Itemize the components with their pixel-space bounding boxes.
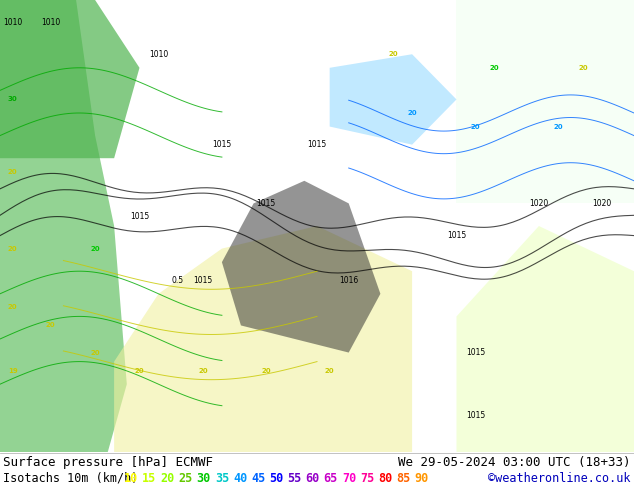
Text: 20: 20 — [46, 322, 56, 328]
Text: 1020: 1020 — [593, 199, 612, 208]
Polygon shape — [0, 0, 139, 158]
Polygon shape — [330, 54, 456, 145]
Text: 75: 75 — [360, 471, 374, 485]
Text: 20: 20 — [407, 110, 417, 116]
Text: 30: 30 — [197, 471, 211, 485]
Polygon shape — [0, 0, 127, 452]
Text: 20: 20 — [90, 245, 100, 251]
Text: 40: 40 — [233, 471, 247, 485]
Text: 20: 20 — [90, 349, 100, 356]
Text: 45: 45 — [251, 471, 265, 485]
Text: 1010: 1010 — [3, 18, 22, 27]
Text: Isotachs 10m (km/h): Isotachs 10m (km/h) — [3, 471, 145, 485]
Text: 1015: 1015 — [447, 230, 466, 240]
Text: 1015: 1015 — [307, 140, 327, 149]
Text: 1015: 1015 — [212, 140, 231, 149]
Text: 1010: 1010 — [41, 18, 60, 27]
Text: 20: 20 — [388, 51, 398, 57]
Text: 1015: 1015 — [193, 276, 212, 285]
Text: 85: 85 — [396, 471, 410, 485]
Text: 25: 25 — [178, 471, 193, 485]
Text: Surface pressure [hPa] ECMWF: Surface pressure [hPa] ECMWF — [3, 456, 213, 468]
Text: 19: 19 — [8, 368, 18, 374]
Text: 20: 20 — [470, 123, 481, 129]
Text: 60: 60 — [306, 471, 320, 485]
Polygon shape — [222, 181, 380, 353]
Text: 0.5: 0.5 — [171, 276, 184, 285]
Text: 1010: 1010 — [149, 50, 168, 59]
Text: 55: 55 — [287, 471, 302, 485]
Text: 20: 20 — [489, 65, 500, 71]
Text: We 29-05-2024 03:00 UTC (18+33): We 29-05-2024 03:00 UTC (18+33) — [399, 456, 631, 468]
Text: 1015: 1015 — [257, 199, 276, 208]
Text: 15: 15 — [142, 471, 157, 485]
Text: 80: 80 — [378, 471, 392, 485]
Text: 20: 20 — [8, 245, 18, 251]
Text: 20: 20 — [8, 304, 18, 310]
Text: 20: 20 — [134, 368, 145, 374]
Text: 65: 65 — [323, 471, 338, 485]
Text: 20: 20 — [325, 368, 335, 374]
Polygon shape — [114, 226, 412, 452]
Text: 70: 70 — [342, 471, 356, 485]
Text: 20: 20 — [160, 471, 174, 485]
Text: 10: 10 — [124, 471, 138, 485]
Text: 30: 30 — [8, 97, 18, 102]
Polygon shape — [456, 0, 634, 203]
Text: 1015: 1015 — [466, 411, 485, 420]
Text: 50: 50 — [269, 471, 283, 485]
Text: 1015: 1015 — [466, 348, 485, 357]
Text: 35: 35 — [215, 471, 229, 485]
Text: ©weatheronline.co.uk: ©weatheronline.co.uk — [489, 471, 631, 485]
Text: 1016: 1016 — [339, 276, 358, 285]
Text: 20: 20 — [553, 123, 563, 129]
Text: 20: 20 — [198, 368, 208, 374]
Text: 20: 20 — [578, 65, 588, 71]
Text: 1020: 1020 — [529, 199, 548, 208]
Text: 20: 20 — [261, 368, 271, 374]
Polygon shape — [456, 226, 634, 452]
Text: 20: 20 — [8, 169, 18, 175]
Text: 90: 90 — [415, 471, 429, 485]
Text: 1015: 1015 — [130, 213, 149, 221]
